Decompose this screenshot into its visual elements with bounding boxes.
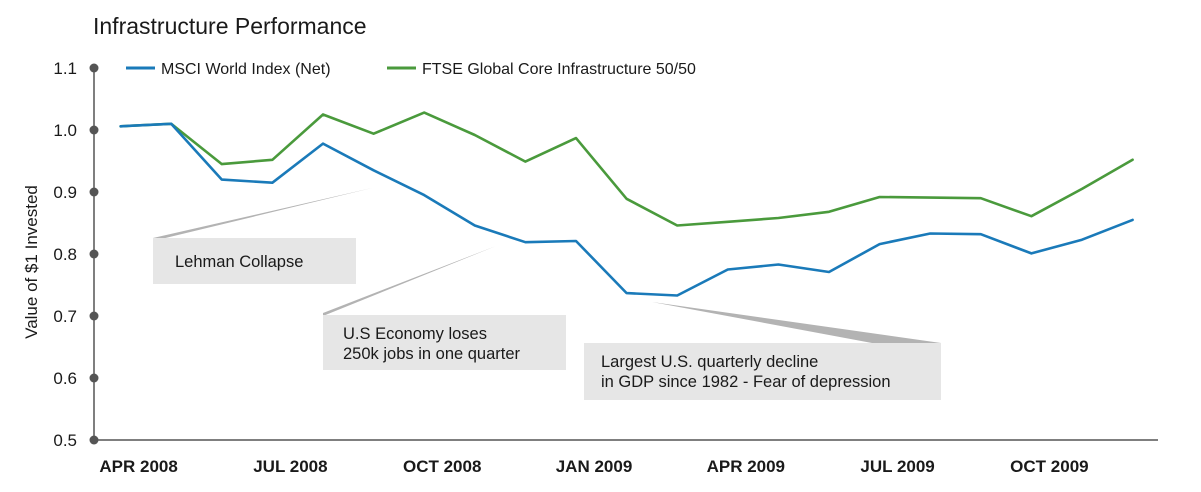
legend-label-msci: MSCI World Index (Net): [161, 61, 331, 78]
x-tick-label: APR 2009: [707, 457, 785, 476]
annotation-text: in GDP since 1982 - Fear of depression: [601, 373, 891, 391]
series-line-ftse: [119, 111, 1134, 227]
annotation: U.S Economy loses 250k jobs in one quarte…: [323, 246, 566, 370]
y-tick-dot: [89, 249, 99, 259]
x-tick-label: JUL 2008: [253, 457, 327, 476]
annotation-pointer: [323, 246, 496, 316]
x-tick-label: OCT 2008: [403, 457, 481, 476]
series: [119, 111, 1134, 297]
y-tick-label: 0.5: [53, 431, 77, 450]
annotations: Lehman Collapse U.S Economy loses 250k job…: [153, 188, 941, 400]
annotation-text: 250k jobs in one quarter: [343, 345, 521, 363]
annotation-text: Lehman Collapse: [175, 253, 303, 271]
annotation-box: [584, 343, 941, 400]
y-tick-dot: [89, 187, 99, 197]
y-tick-dot: [89, 311, 99, 321]
legend: MSCI World Index (Net) FTSE Global Core …: [126, 61, 696, 78]
x-tick-label: APR 2008: [99, 457, 177, 476]
x-tick-label: JAN 2009: [556, 457, 633, 476]
legend-label-ftse: FTSE Global Core Infrastructure 50/50: [422, 61, 696, 78]
annotation: Lehman Collapse: [153, 188, 372, 284]
annotation-box: [323, 315, 566, 370]
y-tick-label: 0.7: [53, 307, 77, 326]
y-tick-dot: [89, 373, 99, 383]
chart-title: Infrastructure Performance: [93, 13, 367, 39]
y-tick-dot: [89, 63, 99, 73]
y-axis-label: Value of $1 Invested: [22, 185, 41, 339]
annotation-box: [153, 238, 356, 284]
annotation-pointer: [153, 188, 372, 241]
x-tick-label: JUL 2009: [860, 457, 934, 476]
y-tick-dot: [89, 125, 99, 135]
y-tick-dot: [89, 435, 99, 445]
annotation-text: Largest U.S. quarterly decline: [601, 353, 818, 371]
y-tick-label: 0.9: [53, 183, 77, 202]
y-tick-label: 1.0: [53, 121, 77, 140]
annotation-text: U.S Economy loses: [343, 325, 487, 343]
annotation: Largest U.S. quarterly decline in GDP sin…: [584, 302, 941, 400]
x-tick-label: OCT 2009: [1010, 457, 1088, 476]
tick-labels: 0.5 0.6 0.7 0.8 0.9 1.0 1.1 APR 2008 JUL 2008 OCT…: [53, 59, 1088, 476]
y-tick-label: 0.8: [53, 245, 77, 264]
annotation-pointer: [652, 302, 941, 343]
y-tick-label: 0.6: [53, 369, 77, 388]
axes: [89, 63, 1158, 445]
y-tick-label: 1.1: [53, 59, 77, 78]
series-line-msci: [119, 122, 1134, 297]
